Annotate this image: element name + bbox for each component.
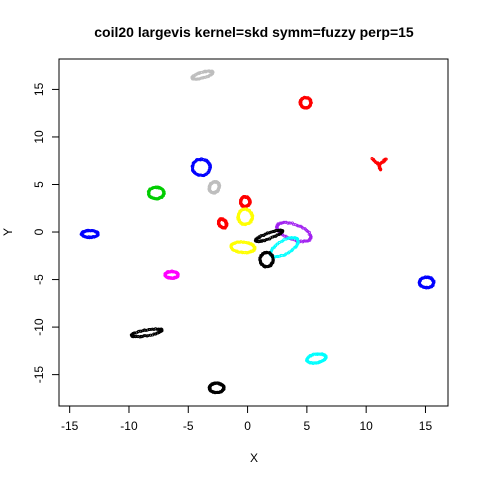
y-tick-label: -5 bbox=[32, 274, 46, 285]
y-tick-label: 0 bbox=[32, 228, 46, 235]
x-tick-label: 0 bbox=[244, 419, 251, 433]
y-axis-label: Y bbox=[1, 228, 15, 236]
y-tick-label: 5 bbox=[32, 181, 46, 188]
y-tick-label: 10 bbox=[32, 130, 46, 144]
chart-title: coil20 largevis kernel=skd symm=fuzzy pe… bbox=[94, 24, 414, 40]
y-tick-label: 15 bbox=[32, 82, 46, 96]
x-tick-label: -15 bbox=[61, 419, 79, 433]
x-tick-label: -5 bbox=[183, 419, 194, 433]
y-tick-label: -15 bbox=[32, 366, 46, 384]
x-tick-label: 15 bbox=[419, 419, 433, 433]
x-tick-label: 10 bbox=[359, 419, 373, 433]
x-tick-label: -10 bbox=[120, 419, 138, 433]
x-axis-label: X bbox=[250, 451, 258, 465]
x-tick-label: 5 bbox=[304, 419, 311, 433]
y-tick-label: -10 bbox=[32, 318, 46, 336]
